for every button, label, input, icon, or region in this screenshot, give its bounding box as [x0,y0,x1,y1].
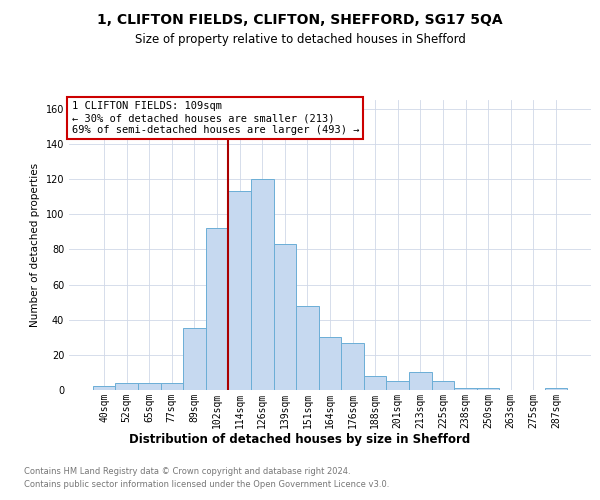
Bar [341,342,364,390]
Text: Contains HM Land Registry data © Crown copyright and database right 2024.: Contains HM Land Registry data © Crown c… [24,468,350,476]
Bar [545,388,567,390]
Bar [93,386,115,390]
Bar [138,383,161,390]
Text: Contains public sector information licensed under the Open Government Licence v3: Contains public sector information licen… [24,480,389,489]
Bar [364,376,386,390]
Bar [115,383,138,390]
Bar [183,328,206,390]
Bar [477,388,499,390]
Bar [454,388,477,390]
Bar [431,381,454,390]
Bar [296,306,319,390]
Text: Size of property relative to detached houses in Shefford: Size of property relative to detached ho… [134,32,466,46]
Bar [409,372,431,390]
Bar [251,179,274,390]
Bar [274,244,296,390]
Y-axis label: Number of detached properties: Number of detached properties [30,163,40,327]
Bar [386,381,409,390]
Text: Distribution of detached houses by size in Shefford: Distribution of detached houses by size … [130,432,470,446]
Bar [229,192,251,390]
Bar [319,338,341,390]
Text: 1 CLIFTON FIELDS: 109sqm
← 30% of detached houses are smaller (213)
69% of semi-: 1 CLIFTON FIELDS: 109sqm ← 30% of detach… [71,102,359,134]
Bar [161,383,183,390]
Bar [206,228,229,390]
Text: 1, CLIFTON FIELDS, CLIFTON, SHEFFORD, SG17 5QA: 1, CLIFTON FIELDS, CLIFTON, SHEFFORD, SG… [97,12,503,26]
